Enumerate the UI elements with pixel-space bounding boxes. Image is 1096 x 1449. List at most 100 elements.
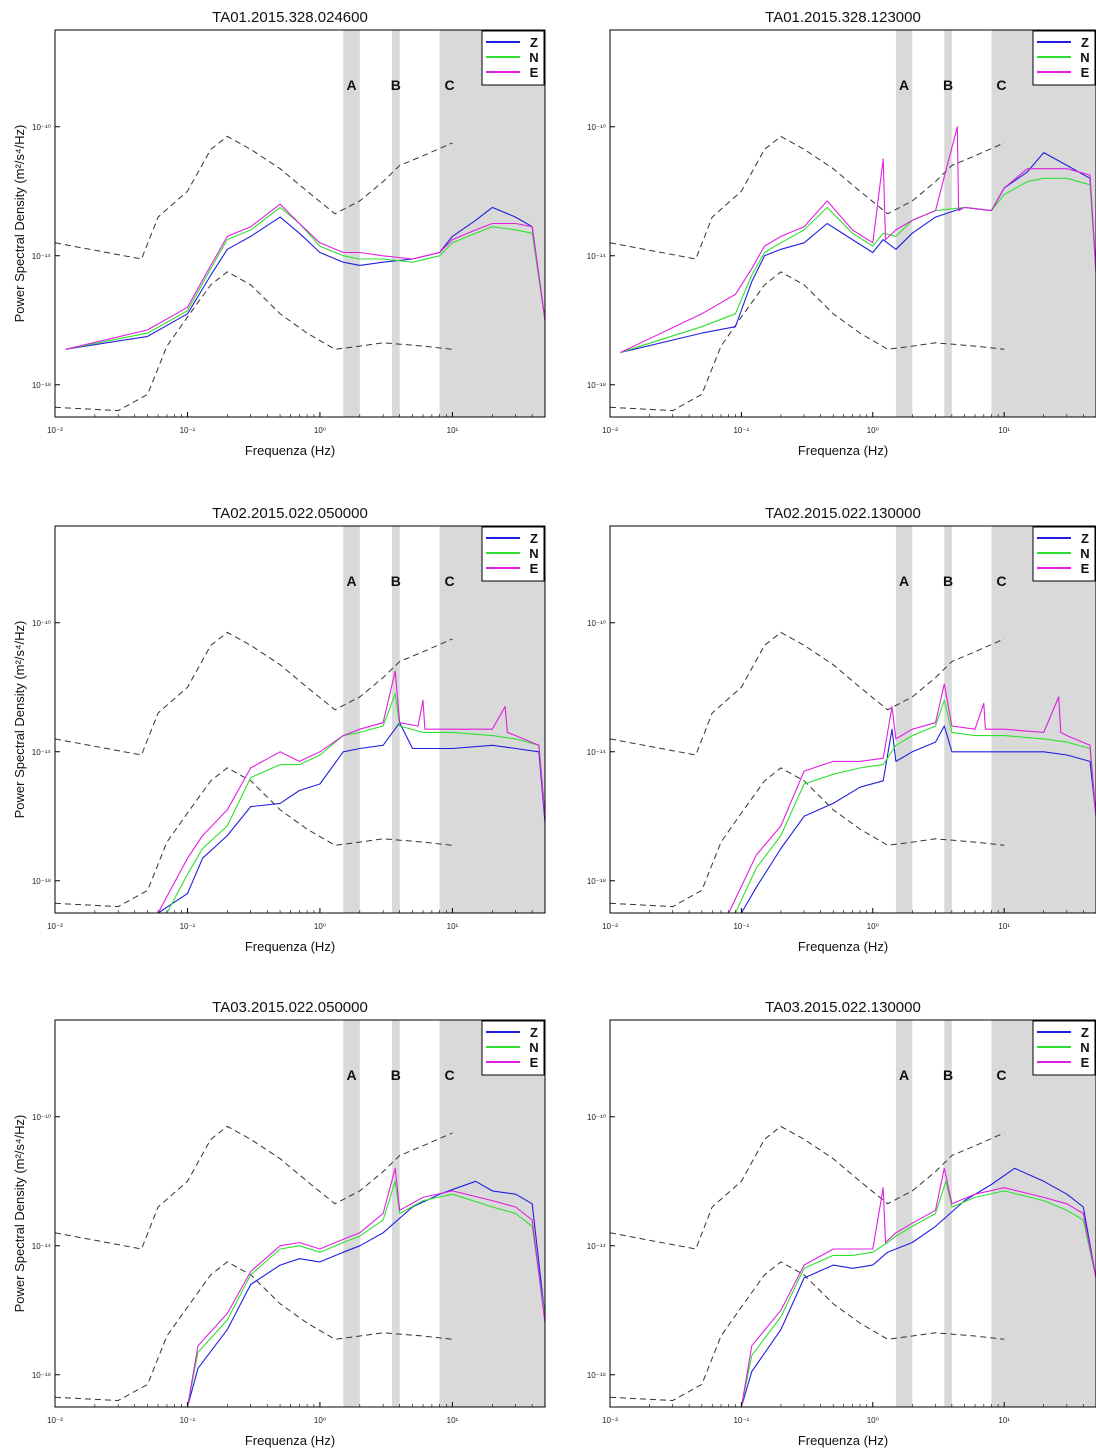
legend-label-E: E <box>1081 561 1090 576</box>
band-label-B: B <box>391 1067 401 1083</box>
y-tick-label: 10⁻¹⁴ <box>587 1242 607 1251</box>
x-axis-label: Frequenza (Hz) <box>798 443 888 458</box>
y-tick-label: 10⁻¹⁸ <box>32 1371 51 1380</box>
legend-label-N: N <box>1080 50 1089 65</box>
noise-model-low <box>610 271 1005 412</box>
band-label-A: A <box>899 77 909 93</box>
x-tick-label: 10⁰ <box>867 1416 879 1425</box>
series-Z <box>740 725 1096 913</box>
panel-3: A B C 10⁻² 10⁻¹ 10⁰ 10¹ 10⁻¹⁰ 10⁻¹⁴ 10⁻¹⁸ TA02.201… <box>12 505 546 954</box>
noise-model-low <box>55 767 453 908</box>
band-label-C: C <box>996 1067 1006 1083</box>
x-tick-label: 10⁰ <box>867 922 879 931</box>
x-tick-label: 10⁻² <box>47 1416 63 1425</box>
x-tick-label: 10¹ <box>998 426 1010 435</box>
legend-label-E: E <box>1081 1055 1090 1070</box>
y-tick-label: 10⁻¹⁸ <box>32 381 51 390</box>
legend: ZNE <box>1032 526 1096 582</box>
noise-model-high <box>610 1125 1005 1250</box>
band-B <box>392 526 400 913</box>
legend-label-N: N <box>1080 1040 1089 1055</box>
x-tick-label: 10¹ <box>447 922 459 931</box>
y-axis-label: Power Spectral Density (m²/s⁴/Hz) <box>12 1115 27 1313</box>
legend: ZNE <box>481 526 545 582</box>
legend-label-E: E <box>1081 65 1090 80</box>
series-E <box>620 126 1096 353</box>
band-label-C: C <box>445 1067 455 1083</box>
y-tick-label: 10⁻¹⁰ <box>32 123 51 132</box>
legend-label-Z: Z <box>530 531 538 546</box>
series-N <box>734 699 1096 913</box>
x-tick-label: 10⁻² <box>47 426 63 435</box>
band-label-B: B <box>943 573 953 589</box>
legend: ZNE <box>1032 1020 1096 1076</box>
axes-frame <box>609 1019 1096 1408</box>
band-label-C: C <box>996 573 1006 589</box>
noise-model-high <box>610 631 1005 756</box>
band-B <box>392 1020 400 1407</box>
x-axis-label: Frequenza (Hz) <box>245 443 335 458</box>
series-Z <box>620 152 1096 354</box>
y-tick-label: 10⁻¹⁴ <box>32 252 52 261</box>
axes-frame <box>609 29 1096 418</box>
legend-label-E: E <box>530 1055 539 1070</box>
x-tick-label: 10¹ <box>447 1416 459 1425</box>
curves <box>610 1125 1096 1407</box>
band-B <box>944 1020 952 1407</box>
y-tick-label: 10⁻¹⁴ <box>587 252 607 261</box>
x-tick-label: 10⁻¹ <box>733 922 749 931</box>
axes-frame <box>54 29 546 418</box>
x-tick-label: 10¹ <box>998 1416 1010 1425</box>
panel-title: TA02.2015.022.050000 <box>212 505 368 522</box>
legend-label-Z: Z <box>530 35 538 50</box>
y-tick-label: 10⁻¹⁴ <box>32 748 52 757</box>
noise-model-high <box>55 135 453 260</box>
band-label-A: A <box>899 1067 909 1083</box>
curves <box>55 1125 545 1407</box>
series-E <box>186 1167 545 1407</box>
noise-model-low <box>610 1261 1005 1402</box>
y-tick-label: 10⁻¹⁸ <box>587 1371 606 1380</box>
x-tick-label: 10⁻² <box>47 922 63 931</box>
legend-label-N: N <box>529 50 538 65</box>
x-axis-label: Frequenza (Hz) <box>245 939 335 954</box>
band-C <box>439 1020 545 1407</box>
curves <box>610 126 1096 412</box>
band-label-B: B <box>391 77 401 93</box>
x-tick-label: 10⁻¹ <box>733 1416 749 1425</box>
x-tick-label: 10⁰ <box>867 426 879 435</box>
x-tick-label: 10⁻¹ <box>180 922 196 931</box>
band-C <box>439 526 545 913</box>
x-tick-label: 10⁻¹ <box>733 426 749 435</box>
panel-6: A B C 10⁻² 10⁻¹ 10⁰ 10¹ 10⁻¹⁰ 10⁻¹⁴ 10⁻¹⁸ TA03.201… <box>587 999 1096 1448</box>
series-N <box>166 693 545 913</box>
y-tick-label: 10⁻¹⁰ <box>32 1113 51 1122</box>
series-Z <box>157 722 545 913</box>
band-C <box>991 526 1096 913</box>
panel-title: TA03.2015.022.130000 <box>765 999 921 1016</box>
curves <box>610 631 1096 913</box>
legend-label-E: E <box>530 65 539 80</box>
band-C <box>991 30 1096 417</box>
series-N <box>65 206 545 350</box>
y-tick-label: 10⁻¹⁰ <box>587 619 606 628</box>
legend-label-Z: Z <box>1081 1025 1089 1040</box>
x-tick-label: 10⁻² <box>602 1416 618 1425</box>
noise-model-low <box>610 767 1005 908</box>
panel-title: TA01.2015.328.024600 <box>212 9 368 26</box>
panel-title: TA02.2015.022.130000 <box>765 505 921 522</box>
y-axis-label: Power Spectral Density (m²/s⁴/Hz) <box>12 125 27 323</box>
series-Z <box>65 206 545 350</box>
axes-frame <box>54 525 546 914</box>
x-tick-label: 10⁻² <box>602 922 618 931</box>
band-label-A: A <box>899 573 909 589</box>
band-A <box>895 526 913 913</box>
band-B <box>392 30 400 417</box>
series-N <box>186 1180 545 1407</box>
series-N <box>740 1180 1096 1407</box>
series-E <box>740 1167 1096 1407</box>
band-A <box>343 1020 360 1407</box>
y-tick-label: 10⁻¹⁴ <box>587 748 607 757</box>
panel-title: TA03.2015.022.050000 <box>212 999 368 1016</box>
